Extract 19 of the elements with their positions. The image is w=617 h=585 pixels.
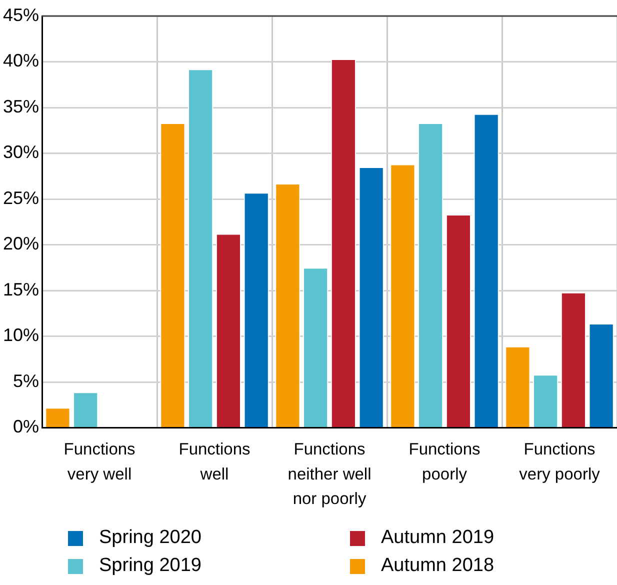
legend-label: Spring 2019 <box>99 555 202 577</box>
y-tick-label: 20% <box>2 234 40 254</box>
y-tick-label: 0% <box>13 416 40 437</box>
x-tick-label: Functions poorly <box>408 440 480 484</box>
legend-label: Spring 2020 <box>99 527 202 549</box>
y-tick-label: 25% <box>2 188 40 208</box>
x-tick-label: Functions well <box>178 440 250 484</box>
x-tick-label: Functions very poorly <box>519 440 601 484</box>
legend-label: Autumn 2019 <box>381 527 494 549</box>
x-tick-label: Functions neither well nor poorly <box>288 440 372 508</box>
y-tick-label: 45% <box>2 4 40 25</box>
legend-label: Autumn 2018 <box>381 555 494 577</box>
y-tick-label: 15% <box>2 279 40 300</box>
y-tick-label: 30% <box>2 142 40 162</box>
y-tick-label: 10% <box>2 325 40 346</box>
y-tick-label: 5% <box>13 370 40 391</box>
y-tick-label: 35% <box>2 96 40 116</box>
y-tick-label: 40% <box>2 50 40 71</box>
x-tick-label: Functions very well <box>64 440 136 484</box>
